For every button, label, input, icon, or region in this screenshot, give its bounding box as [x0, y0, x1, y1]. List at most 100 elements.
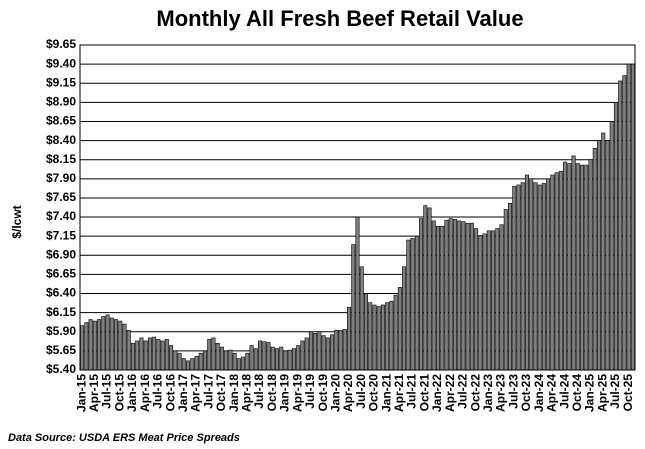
- x-tick-label: Apr-18: [240, 374, 254, 412]
- x-tick-label: Jan-22: [430, 374, 444, 412]
- x-tick-label: Jul-16: [151, 374, 165, 409]
- bar: [224, 350, 229, 371]
- bar: [427, 207, 432, 371]
- x-tick-label: Apr-21: [392, 374, 406, 412]
- y-tick-label: $6.15: [46, 305, 76, 319]
- bar: [105, 314, 110, 371]
- x-tick-label: Oct-21: [417, 374, 431, 412]
- bar: [444, 219, 449, 371]
- bar: [147, 337, 152, 371]
- bar: [245, 352, 250, 371]
- bar: [406, 239, 411, 371]
- y-tick-label: $7.65: [46, 190, 76, 204]
- x-tick-label: Jan-25: [583, 374, 597, 412]
- bar: [186, 360, 191, 371]
- x-tick-label: Jul-25: [608, 374, 622, 409]
- bar: [152, 336, 157, 371]
- bar: [190, 358, 195, 371]
- bar: [279, 346, 284, 371]
- plot-border: [79, 44, 636, 371]
- bar: [283, 350, 288, 371]
- bar: [84, 322, 89, 371]
- x-tick-label: Apr-23: [494, 374, 508, 412]
- bar: [554, 172, 559, 371]
- x-tick-label: Apr-25: [595, 374, 609, 412]
- bar: [253, 348, 258, 371]
- bar: [126, 329, 131, 371]
- bar: [164, 339, 169, 371]
- bar: [300, 340, 305, 371]
- bar: [397, 287, 402, 371]
- bar: [194, 355, 199, 371]
- bar: [207, 339, 212, 371]
- x-tick-label: Jan-17: [176, 374, 190, 412]
- x-tick-label: Jul-15: [100, 374, 114, 409]
- bar: [385, 302, 390, 371]
- x-tick-label: Apr-24: [545, 374, 559, 412]
- bar: [567, 163, 572, 371]
- bar: [575, 163, 580, 371]
- bar: [448, 218, 453, 371]
- bar: [478, 235, 483, 371]
- bar: [215, 342, 220, 371]
- x-tick-label: Oct-23: [519, 374, 533, 412]
- bar: [419, 218, 424, 371]
- bar: [198, 352, 203, 371]
- bar: [491, 230, 496, 371]
- bar: [143, 340, 148, 371]
- bar: [236, 358, 241, 371]
- bar: [211, 337, 216, 371]
- x-tick-label: Jan-21: [379, 374, 393, 412]
- chart-title: Monthly All Fresh Beef Retail Value: [156, 6, 523, 31]
- bar: [524, 174, 529, 371]
- bar: [169, 345, 174, 371]
- y-tick-label: $5.40: [46, 362, 76, 376]
- bar: [334, 329, 339, 371]
- x-tick-label: Jul-17: [201, 374, 215, 409]
- bar: [376, 306, 381, 371]
- bar: [219, 346, 224, 371]
- bar: [135, 340, 140, 371]
- bar: [304, 337, 309, 371]
- bar: [609, 121, 614, 371]
- bar: [249, 345, 254, 371]
- bar: [202, 350, 207, 371]
- x-tick-label: Oct-24: [570, 374, 584, 412]
- x-tick-label: Oct-17: [214, 374, 228, 412]
- x-tick-label: Apr-19: [290, 374, 304, 412]
- x-tick-label: Apr-17: [189, 374, 203, 412]
- y-tick-label: $9.15: [46, 75, 76, 89]
- bar: [114, 319, 119, 371]
- bar: [592, 147, 597, 371]
- bar: [88, 319, 93, 371]
- y-tick-label: $8.40: [46, 133, 76, 147]
- bar: [258, 340, 263, 371]
- bar: [550, 174, 555, 371]
- bar: [359, 266, 364, 371]
- bar: [452, 219, 457, 371]
- bar: [601, 132, 606, 371]
- bar: [351, 244, 356, 371]
- y-tick-label: $7.15: [46, 228, 76, 242]
- bar: [436, 225, 440, 371]
- bar: [97, 319, 102, 371]
- bar: [423, 205, 428, 371]
- x-tick-label: Oct-16: [163, 374, 177, 412]
- x-tick-label: Jan-16: [125, 374, 139, 412]
- bar: [584, 164, 589, 371]
- bar: [622, 75, 627, 371]
- bar: [533, 182, 538, 371]
- y-tick-label: $9.40: [46, 56, 76, 70]
- bar: [618, 80, 623, 371]
- bar: [363, 293, 368, 371]
- x-tick-label: Jan-19: [278, 374, 292, 412]
- bar: [291, 348, 296, 371]
- bar: [571, 155, 576, 371]
- bar: [541, 183, 546, 371]
- bar: [537, 184, 542, 371]
- bar: [313, 332, 318, 371]
- bar: [402, 266, 407, 371]
- bar: [118, 320, 123, 371]
- bar: [558, 170, 563, 371]
